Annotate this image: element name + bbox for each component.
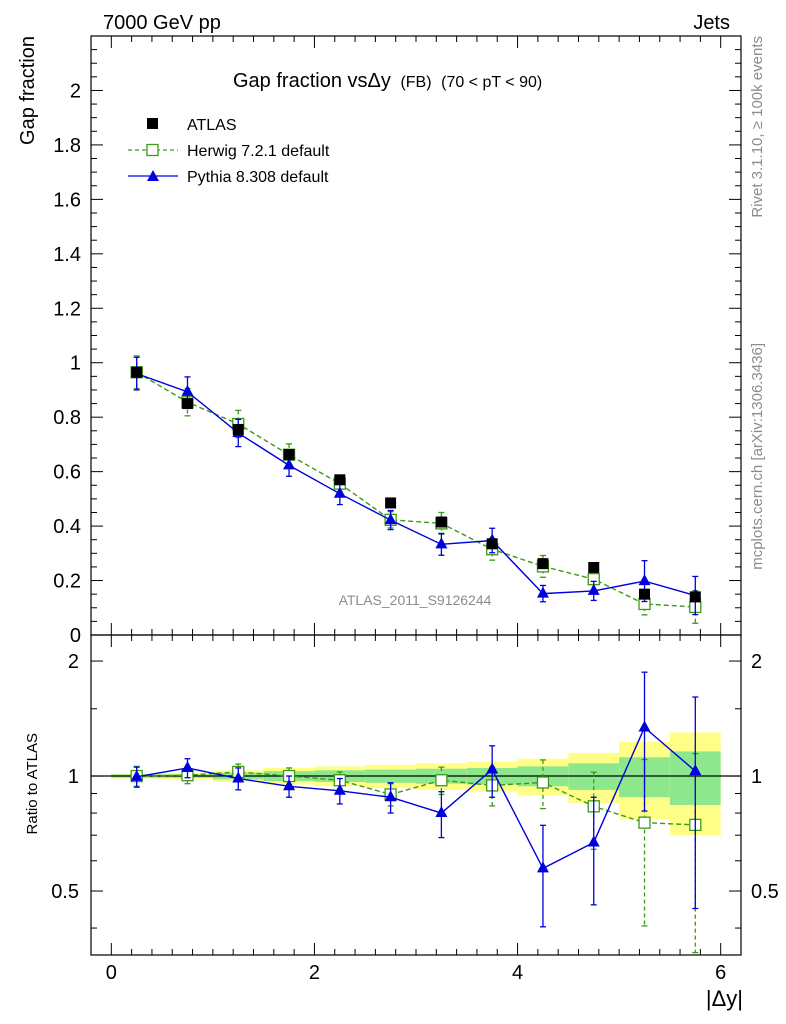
top-herwig-line <box>136 371 696 608</box>
top-pythia-point <box>384 513 397 525</box>
top-pythia-point <box>587 583 600 595</box>
ratio-herwig-point <box>536 776 550 789</box>
y-tick-label: 0.4 <box>53 516 81 538</box>
x-tick-label: 4 <box>512 962 523 984</box>
top-pythia-point <box>333 486 346 498</box>
y-tick-label: 1 <box>70 353 81 375</box>
top-atlas-point <box>334 474 346 486</box>
ratio-pythia-point <box>232 771 245 783</box>
top-atlas-point <box>385 497 397 509</box>
top-atlas-point <box>588 561 600 573</box>
ratio-herwig-point <box>638 816 651 829</box>
ratio-y-tick-label: 1 <box>68 766 79 788</box>
legend: ATLAS Herwig 7.2.1 default Pythia 8.308 … <box>128 117 330 186</box>
ratio-pythia-point <box>181 760 194 772</box>
ratio-pythia-point <box>384 790 397 802</box>
top-pythia-point <box>181 384 194 396</box>
ratio-y-tick-label: 0.5 <box>51 881 79 903</box>
top-pythia-point <box>638 574 651 586</box>
chart-title-tag: (FB) <box>400 74 431 91</box>
legend-marker-pythia <box>147 170 159 181</box>
top-pythia-point <box>435 537 448 549</box>
y-tick-label: 2 <box>70 80 81 102</box>
mcplots-label: mcplots.cern.ch [arXiv:1306.3436] <box>749 343 766 570</box>
ratio-herwig-line <box>136 771 696 826</box>
ratio-y-tick-label-right: 2 <box>751 651 762 673</box>
ratio-pythia-point <box>486 762 499 774</box>
ratio-pythia-point <box>333 783 346 795</box>
header-left: 7000 GeV pp <box>103 12 221 34</box>
top-atlas-point <box>181 398 193 410</box>
ratio-pythia-point <box>587 835 600 847</box>
ratio-herwig-point <box>435 774 448 787</box>
ratio-pythia-point <box>283 779 296 791</box>
ratio-pythia-point <box>638 720 651 732</box>
bottom-y-axis-title: Ratio to ATLAS <box>24 733 41 834</box>
top-atlas-point <box>689 591 701 603</box>
y-tick-label: 1.4 <box>53 244 81 266</box>
top-y-axis-title: Gap fraction <box>17 36 39 145</box>
legend-marker-atlas <box>147 118 158 129</box>
y-tick-label: 1.6 <box>53 189 81 211</box>
ratio-pythia-point <box>536 861 549 873</box>
legend-label-pythia: Pythia 8.308 default <box>187 169 329 186</box>
top-pythia-line <box>136 372 696 597</box>
legend-marker-herwig <box>146 143 159 157</box>
ratio-pythia-point <box>435 806 448 818</box>
chart-title-range: (70 < pT < 90) <box>441 74 542 91</box>
top-atlas-point <box>232 423 244 435</box>
header-right: Jets <box>693 12 730 34</box>
x-axis-title: |Δy| <box>706 986 743 1011</box>
chart-title-main: Gap fraction vsΔy <box>233 70 391 92</box>
ratio-y-tick-label: 2 <box>68 651 79 673</box>
ratio-pythia-point <box>689 764 702 776</box>
top-pythia-point <box>536 586 549 598</box>
x-tick-label: 2 <box>309 962 320 984</box>
ratio-y-tick-label-right: 0.5 <box>751 881 779 903</box>
top-atlas-point <box>435 516 447 528</box>
y-tick-label: 1.2 <box>53 298 81 320</box>
ratio-pythia-line <box>136 726 696 870</box>
y-tick-label: 1.8 <box>53 135 81 157</box>
top-atlas-point <box>537 558 549 570</box>
y-tick-label: 0 <box>70 625 81 647</box>
analysis-watermark: ATLAS_2011_S9126244 <box>339 592 492 608</box>
legend-label-atlas: ATLAS <box>187 117 237 134</box>
top-atlas-point <box>486 538 498 550</box>
ratio-pythia-point <box>130 769 143 781</box>
top-atlas-point <box>639 588 651 600</box>
chart-title: Gap fraction vsΔy (FB) (70 < pT < 90) <box>233 70 542 92</box>
y-tick-label: 0.8 <box>53 407 81 429</box>
legend-label-herwig: Herwig 7.2.1 default <box>187 143 330 160</box>
chart-marks: 0 2 4 6 0 0.2 0.4 0.6 0.8 1 1.2 1.4 1.6 1.8 2 0.5 0.5 1 1 2… <box>51 35 779 984</box>
ratio-y-tick-label-right: 1 <box>751 766 762 788</box>
top-pythia-point <box>283 458 296 470</box>
y-tick-label: 0.6 <box>53 462 81 484</box>
y-tick-label: 0.2 <box>53 571 81 593</box>
x-tick-label: 6 <box>715 962 726 984</box>
top-atlas-point <box>283 448 295 460</box>
rivet-label: Rivet 3.1.10, ≥ 100k events <box>749 36 766 218</box>
x-tick-label: 0 <box>106 962 117 984</box>
top-atlas-point <box>131 366 143 378</box>
